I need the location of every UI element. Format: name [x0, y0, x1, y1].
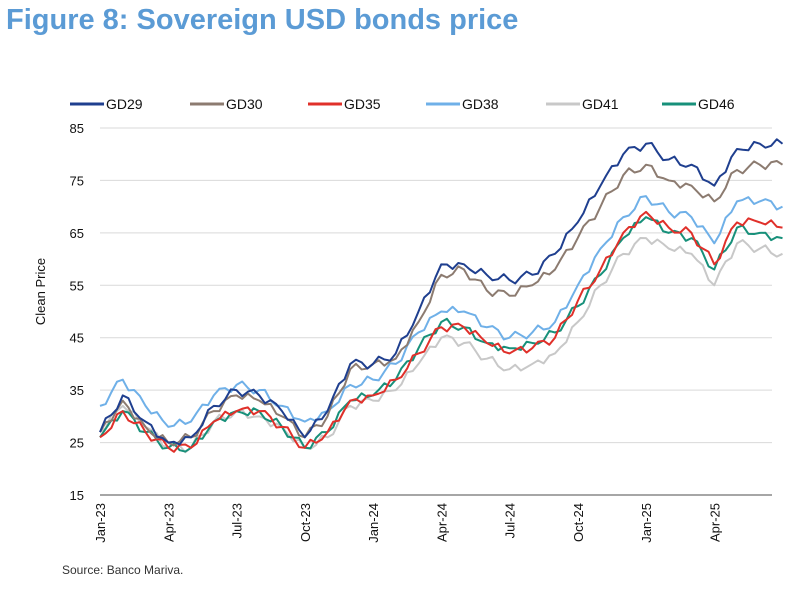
legend-label-gd38: GD38: [462, 96, 499, 112]
source-note: Source: Banco Mariva.: [62, 563, 184, 577]
legend-label-gd29: GD29: [106, 96, 143, 112]
chart-title: Figure 8: Sovereign USD bonds price: [6, 4, 519, 36]
x-tick-label: Jan-24: [366, 503, 381, 543]
legend-label-gd41: GD41: [582, 96, 619, 112]
series-line-gd35: [99, 210, 783, 453]
x-tick-label: Jul-23: [230, 503, 245, 538]
y-tick-label: 15: [70, 488, 84, 503]
series-line-gd38: [99, 195, 783, 428]
legend-label-gd30: GD30: [226, 96, 263, 112]
y-tick-label: 55: [70, 278, 84, 293]
x-tick-label: Oct-24: [571, 503, 586, 542]
x-tick-label: Apr-24: [434, 503, 449, 542]
legend-label-gd46: GD46: [698, 96, 735, 112]
y-axis-label: Clean Price: [33, 258, 48, 325]
x-tick-label: Jan-23: [93, 503, 108, 543]
x-tick-label: Oct-23: [298, 503, 313, 542]
x-tick-label: Apr-23: [161, 503, 176, 542]
series-line-gd29: [99, 138, 784, 446]
y-tick-label: 65: [70, 226, 84, 241]
series-line-gd41: [99, 237, 783, 454]
series-line-gd30: [99, 159, 784, 447]
legend-label-gd35: GD35: [344, 96, 381, 112]
series-line-gd46: [99, 216, 783, 453]
y-tick-label: 75: [70, 173, 84, 188]
x-tick-label: Jul-24: [503, 503, 518, 538]
x-tick-label: Apr-25: [707, 503, 722, 542]
y-tick-label: 35: [70, 383, 84, 398]
y-tick-label: 85: [70, 121, 84, 136]
y-tick-label: 45: [70, 331, 84, 346]
x-tick-label: Jan-25: [639, 503, 654, 543]
y-tick-label: 25: [70, 436, 84, 451]
